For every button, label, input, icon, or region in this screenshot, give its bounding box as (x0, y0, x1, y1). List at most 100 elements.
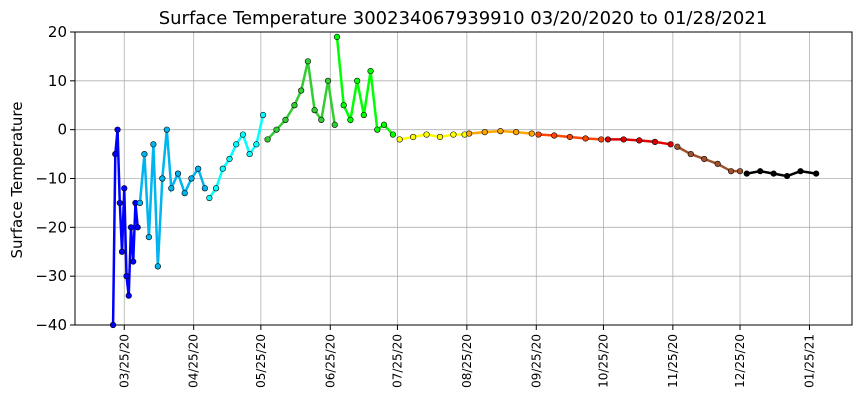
data-point (159, 175, 166, 182)
data-point (389, 131, 397, 138)
data-point (701, 155, 708, 163)
data-point (374, 126, 381, 133)
data-point (783, 172, 791, 180)
data-point (674, 143, 681, 150)
data-point (174, 170, 182, 177)
data-point (136, 199, 144, 207)
data-point (125, 292, 132, 299)
data-point (253, 141, 260, 148)
data-point (123, 273, 130, 280)
data-point (757, 168, 764, 175)
series (674, 143, 744, 175)
x-tick-label: 11/25/20 (666, 334, 680, 388)
series-line (111, 129, 139, 326)
data-point (380, 121, 388, 128)
data-point (134, 224, 141, 231)
data-point (259, 111, 267, 119)
data-point (163, 126, 170, 133)
data-point (423, 131, 430, 138)
data-point (651, 138, 659, 145)
data-point (181, 190, 188, 197)
data-point (465, 130, 473, 137)
series-line (138, 129, 207, 267)
data-point (154, 263, 161, 270)
data-point (145, 234, 152, 241)
data-point (620, 136, 627, 143)
data-point (736, 168, 744, 175)
x-tick-label: 01/25/21 (802, 334, 816, 388)
data-point (291, 102, 298, 109)
data-point (497, 128, 504, 135)
x-tick-label: 05/25/20 (254, 334, 268, 388)
data-point (450, 131, 457, 138)
series (465, 128, 535, 137)
series (206, 111, 267, 202)
data-point (513, 129, 520, 136)
data-point (436, 133, 444, 141)
y-tick-label: −40 (35, 316, 67, 334)
data-point (121, 185, 128, 192)
y-tick-label: 10 (48, 72, 67, 90)
y-tick-label: 20 (48, 23, 67, 41)
data-point (130, 258, 137, 265)
data-point (582, 135, 589, 142)
data-point (598, 136, 605, 143)
data-point (282, 116, 289, 123)
x-tick-label: 09/25/20 (529, 334, 543, 388)
x-tick-label: 06/25/20 (323, 334, 337, 388)
series (396, 131, 468, 143)
data-point (551, 132, 558, 139)
data-point (150, 141, 157, 148)
data-point (813, 170, 820, 177)
data-point (727, 168, 735, 175)
y-tick-label: −20 (35, 218, 67, 236)
series-line (266, 61, 336, 141)
data-point (311, 107, 318, 114)
data-point (367, 67, 374, 75)
data-point (396, 136, 403, 143)
data-point (354, 77, 361, 84)
data-point (360, 111, 367, 119)
data-point (226, 155, 233, 163)
data-point (118, 248, 126, 255)
data-point (481, 129, 488, 136)
x-tick-label: 04/25/20 (187, 334, 201, 388)
series (136, 126, 208, 270)
data-point (566, 133, 573, 141)
data-point (201, 185, 208, 192)
x-tick-label: 08/25/20 (460, 334, 474, 388)
data-point (714, 160, 721, 167)
series (743, 168, 820, 180)
data-point (264, 136, 271, 143)
series (604, 136, 674, 148)
data-point (304, 58, 311, 65)
data-point (770, 170, 777, 177)
data-point (410, 133, 417, 141)
x-tick-label: 03/25/20 (117, 334, 131, 388)
data-point (636, 137, 643, 144)
data-point (797, 168, 804, 175)
data-point (298, 87, 305, 94)
data-point (114, 126, 121, 133)
data-point (318, 116, 325, 123)
data-point (195, 165, 202, 172)
data-point (206, 194, 213, 202)
data-point (127, 224, 135, 231)
y-tick-label: −30 (35, 267, 67, 285)
plot-frame (74, 31, 853, 326)
x-tick-label: 10/25/20 (596, 334, 610, 388)
x-tick-label: 07/25/20 (390, 334, 404, 388)
data-point (219, 165, 226, 172)
series (535, 131, 605, 143)
series-line (746, 169, 817, 178)
series (109, 126, 141, 329)
data-point (604, 136, 612, 143)
data-point (347, 116, 354, 123)
data-point (233, 141, 240, 148)
y-tick-label: 0 (57, 121, 67, 139)
data-point (743, 170, 750, 177)
data-point (141, 150, 148, 158)
series-line (335, 36, 394, 136)
data-point (112, 150, 119, 158)
